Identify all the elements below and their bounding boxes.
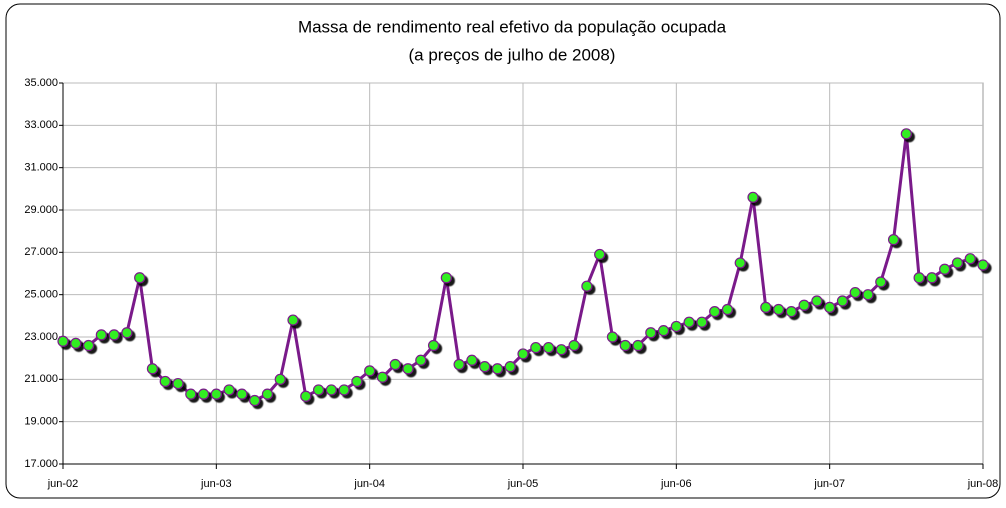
data-marker (287, 314, 299, 326)
data-marker (440, 272, 452, 284)
data-marker (977, 259, 989, 271)
data-marker (645, 327, 657, 339)
data-marker (849, 286, 861, 299)
data-marker (197, 388, 210, 400)
data-marker (734, 257, 746, 269)
data-marker (670, 320, 682, 333)
data-marker (721, 303, 734, 316)
data-marker (261, 388, 274, 400)
data-marker (811, 295, 823, 307)
data-marker (632, 339, 644, 352)
data-marker (351, 375, 363, 388)
data-marker (146, 363, 159, 375)
data-marker (415, 354, 427, 366)
data-marker (376, 371, 389, 383)
x-tick-label: jun-05 (507, 478, 539, 490)
chart-subtitle: (a preços de julho de 2008) (409, 45, 616, 64)
y-tick-label: 19.000 (24, 416, 58, 428)
data-marker (913, 272, 925, 284)
data-marker (619, 339, 631, 352)
y-tick-label: 31.000 (24, 162, 58, 174)
data-marker (964, 253, 976, 265)
chart-title: Massa de rendimento real efetivo da popu… (298, 17, 727, 36)
data-marker (338, 384, 350, 396)
data-marker (939, 263, 951, 275)
data-marker (364, 365, 376, 377)
data-marker (453, 358, 465, 371)
data-marker (402, 363, 414, 375)
data-marker (709, 306, 721, 318)
x-tick-label: jun-04 (353, 478, 385, 490)
data-marker (121, 327, 133, 339)
data-marker (274, 373, 286, 385)
y-tick-label: 23.000 (24, 331, 58, 343)
data-marker (530, 341, 542, 354)
data-marker (325, 384, 337, 396)
x-tick-label: jun-03 (200, 478, 232, 490)
y-tick-label: 21.000 (24, 373, 58, 385)
data-marker (798, 299, 810, 311)
data-marker (760, 301, 772, 313)
data-marker (887, 234, 900, 246)
data-marker (312, 384, 325, 396)
data-marker (594, 248, 606, 261)
data-marker (542, 341, 555, 354)
x-tick-label: jun-08 (967, 478, 999, 490)
data-marker (875, 276, 887, 288)
data-marker (581, 280, 593, 292)
y-tick-label: 35.000 (24, 77, 58, 89)
data-marker (900, 128, 912, 140)
data-marker (683, 316, 695, 328)
data-marker (862, 289, 874, 301)
data-marker (223, 384, 235, 396)
data-marker (504, 361, 516, 373)
x-tick-label: jun-02 (47, 478, 79, 490)
data-marker (785, 306, 797, 318)
data-marker (555, 344, 567, 356)
data-marker (108, 329, 120, 341)
data-marker (300, 390, 312, 402)
data-marker (466, 354, 478, 366)
y-tick-label: 33.000 (24, 119, 58, 131)
y-tick-label: 17.000 (24, 458, 58, 470)
data-marker (824, 301, 836, 313)
data-marker (82, 339, 95, 352)
data-marker (491, 363, 504, 375)
data-marker (606, 331, 619, 343)
data-marker (172, 377, 184, 390)
data-marker (926, 272, 938, 284)
data-marker (772, 303, 785, 316)
data-marker (236, 388, 248, 400)
data-marker (568, 339, 580, 352)
data-marker (657, 325, 670, 337)
data-marker (134, 272, 146, 284)
data-marker (427, 339, 440, 352)
data-marker (185, 388, 197, 400)
data-marker (389, 358, 401, 371)
data-marker (836, 295, 849, 307)
data-marker (696, 316, 708, 328)
data-marker (517, 348, 529, 360)
data-marker (747, 191, 759, 203)
data-marker (951, 257, 964, 269)
data-marker (249, 394, 261, 407)
x-tick-label: jun-07 (813, 478, 845, 490)
y-tick-label: 29.000 (24, 204, 58, 216)
data-marker (159, 375, 171, 388)
y-tick-label: 25.000 (24, 289, 58, 301)
data-marker (70, 337, 82, 349)
data-marker (95, 329, 107, 341)
data-marker (210, 388, 222, 400)
x-tick-label: jun-06 (660, 478, 692, 490)
data-marker (57, 335, 69, 347)
y-tick-label: 27.000 (24, 246, 58, 258)
data-marker (479, 361, 491, 373)
